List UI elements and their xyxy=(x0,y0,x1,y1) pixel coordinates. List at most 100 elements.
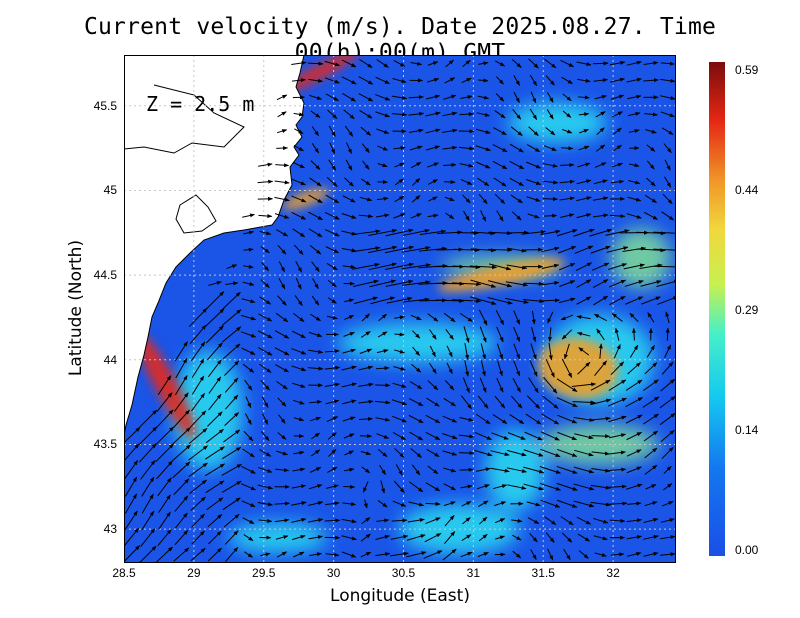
velocity-arrow xyxy=(575,262,593,271)
velocity-arrow xyxy=(395,464,403,476)
velocity-arrow xyxy=(138,409,158,429)
velocity-arrow xyxy=(224,394,239,410)
velocity-arrow xyxy=(351,229,381,236)
velocity-arrow xyxy=(576,213,592,219)
velocity-arrow xyxy=(345,159,353,171)
velocity-arrow xyxy=(327,432,337,440)
velocity-arrow xyxy=(598,343,603,359)
velocity-arrow xyxy=(241,347,256,355)
velocity-arrow xyxy=(596,127,605,136)
velocity-arrow xyxy=(665,311,670,324)
velocity-arrow xyxy=(379,464,386,476)
velocity-arrow xyxy=(274,518,290,523)
velocity-arrow xyxy=(171,427,191,445)
velocity-arrow xyxy=(540,448,561,458)
velocity-arrow xyxy=(276,94,288,101)
velocity-arrow xyxy=(291,61,307,66)
velocity-arrow xyxy=(377,163,388,168)
velocity-arrow xyxy=(562,110,572,118)
velocity-arrow xyxy=(258,347,273,356)
velocity-arrow xyxy=(476,112,490,117)
velocity-arrow xyxy=(445,328,454,340)
velocity-arrow xyxy=(644,112,658,117)
velocity-arrow xyxy=(593,179,608,185)
y-tick-label: 43 xyxy=(103,522,117,537)
velocity-arrow xyxy=(444,196,455,202)
velocity-arrow xyxy=(222,291,241,310)
high-speed-core xyxy=(136,331,196,439)
velocity-arrow xyxy=(591,467,611,473)
velocity-arrow xyxy=(529,108,538,120)
velocity-arrow xyxy=(363,499,368,509)
velocity-arrow xyxy=(560,59,574,68)
velocity-arrow xyxy=(172,409,190,429)
velocity-arrow xyxy=(513,75,521,86)
velocity-arrow xyxy=(577,162,591,168)
velocity-arrow xyxy=(358,382,374,387)
velocity-arrow xyxy=(556,397,578,408)
velocity-arrow xyxy=(408,128,424,134)
velocity-arrow xyxy=(513,326,521,343)
velocity-arrow xyxy=(524,431,543,441)
velocity-arrow xyxy=(362,160,370,170)
velocity-arrow xyxy=(526,161,542,169)
velocity-arrow xyxy=(293,244,304,255)
velocity-arrow xyxy=(661,361,674,375)
velocity-arrow xyxy=(610,179,625,184)
velocity-arrow xyxy=(612,127,622,135)
velocity-arrow xyxy=(462,194,471,204)
velocity-arrow xyxy=(293,312,305,323)
velocity-arrow xyxy=(528,58,539,69)
velocity-arrow xyxy=(324,229,340,237)
velocity-arrow xyxy=(242,281,255,286)
velocity-arrow xyxy=(329,142,336,155)
velocity-arrow xyxy=(124,493,138,514)
velocity-arrow xyxy=(205,291,225,310)
velocity-arrow xyxy=(419,229,447,236)
velocity-arrow xyxy=(208,376,222,394)
velocity-arrow xyxy=(259,296,272,305)
velocity-arrow xyxy=(558,297,576,304)
velocity-arrow xyxy=(531,327,537,343)
velocity-arrow xyxy=(509,160,525,170)
velocity-arrow xyxy=(353,279,379,287)
velocity-arrow xyxy=(444,531,456,545)
x-tick-label: 31.5 xyxy=(531,566,555,580)
velocity-arrow xyxy=(308,535,323,540)
velocity-arrow xyxy=(140,528,156,547)
velocity-arrow xyxy=(351,246,381,253)
velocity-arrow xyxy=(664,176,672,188)
velocity-arrow xyxy=(408,414,424,424)
velocity-arrow xyxy=(560,516,574,526)
velocity-arrow xyxy=(556,229,578,237)
velocity-arrow xyxy=(478,193,488,205)
velocity-arrow xyxy=(425,517,441,525)
velocity-arrow xyxy=(593,517,609,524)
velocity-arrow xyxy=(429,362,437,374)
y-tick-label: 45 xyxy=(103,183,117,198)
velocity-arrow xyxy=(173,478,190,496)
x-tick-label: 28.5 xyxy=(112,566,136,580)
velocity-arrow xyxy=(275,535,289,540)
speed-patch xyxy=(227,522,328,553)
colorbar-tick-label: 0.59 xyxy=(735,63,759,77)
velocity-arrow xyxy=(590,379,611,391)
colorbar-tick-label: 0.29 xyxy=(735,303,759,317)
velocity-arrow xyxy=(257,502,273,507)
velocity-arrow xyxy=(561,329,573,340)
velocity-arrow xyxy=(546,109,554,120)
velocity-arrow xyxy=(609,77,626,83)
velocity-arrow xyxy=(462,59,471,68)
velocity-arrow xyxy=(610,552,625,557)
velocity-arrow xyxy=(577,78,591,83)
velocity-arrow xyxy=(513,360,521,377)
velocity-arrow xyxy=(480,210,487,222)
velocity-arrow xyxy=(509,143,524,153)
velocity-arrow xyxy=(625,296,644,305)
velocity-arrow xyxy=(412,346,420,356)
velocity-arrow xyxy=(593,78,608,83)
velocity-arrow xyxy=(492,160,508,170)
velocity-arrow xyxy=(510,194,523,204)
velocity-arrow xyxy=(310,416,322,422)
velocity-arrow xyxy=(124,460,139,480)
